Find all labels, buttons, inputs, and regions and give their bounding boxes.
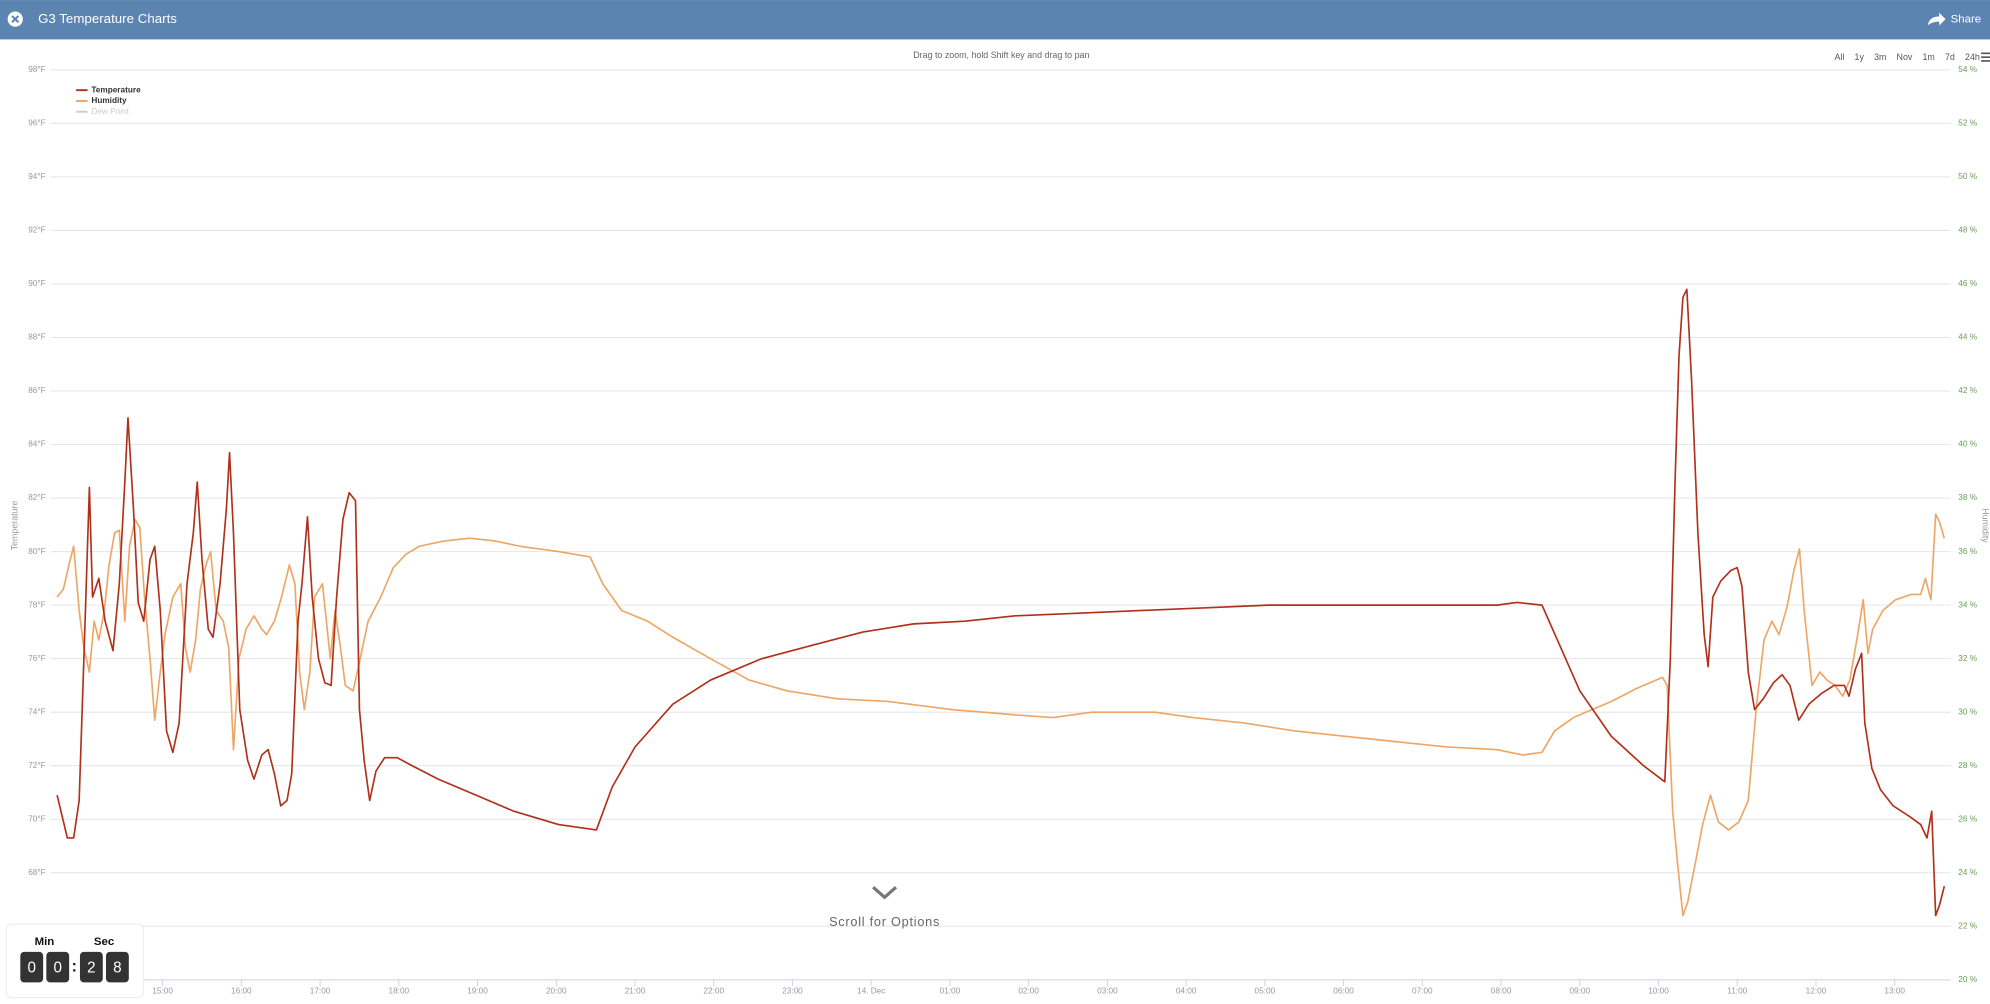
series-line (56, 288, 1946, 917)
timer: Min Sec : 0 0 2 8 (5, 923, 145, 999)
x-tick-label: 19:00 (467, 986, 488, 995)
scroll-text[interactable]: Scroll for Options (829, 915, 940, 929)
x-tick-label: 02:00 (1018, 986, 1039, 995)
y-tick-label: 94°F (28, 172, 45, 181)
chart-subtitle: Drag to zoom, hold Shift key and drag to… (913, 50, 1089, 60)
y-tick-label: 98°F (28, 65, 45, 74)
y-tick-label: 86°F (28, 386, 45, 395)
y2-tick-label: 26 % (1958, 814, 1977, 823)
y-tick-label: 80°F (28, 547, 45, 556)
y2-tick-label: 54 % (1958, 65, 1977, 74)
y-axis-title: Temperature (10, 501, 20, 551)
timer-digit: 2 (87, 959, 95, 976)
range-button[interactable]: 24h (1965, 52, 1980, 62)
timer-digit: 0 (54, 959, 62, 976)
y-tick-label: 74°F (28, 707, 45, 716)
x-tick-label: 08:00 (1491, 986, 1512, 995)
range-button[interactable]: 1y (1855, 52, 1865, 62)
y-tick-label: 82°F (28, 493, 45, 502)
y2-tick-label: 44 % (1958, 333, 1977, 342)
x-tick-label: 23:00 (782, 986, 803, 995)
y2-tick-label: 50 % (1958, 172, 1977, 181)
y2-tick-label: 24 % (1958, 868, 1977, 877)
y2-tick-label: 20 % (1958, 975, 1977, 984)
y-tick-label: 84°F (28, 440, 45, 449)
x-tick-label: 14. Dec (857, 986, 885, 995)
menu-icon[interactable] (1981, 52, 1990, 62)
y2-tick-label: 28 % (1958, 761, 1977, 770)
timer-min-label: Min (35, 936, 55, 948)
timer-colon: : (71, 957, 77, 975)
x-tick-label: 06:00 (1333, 986, 1354, 995)
timer-digit-box (20, 951, 44, 983)
y-tick-label: 96°F (28, 119, 45, 128)
y-tick-label: 88°F (28, 333, 45, 342)
x-tick-label: 09:00 (1569, 986, 1590, 995)
range-button[interactable]: All (1835, 52, 1845, 62)
x-tick-label: 07:00 (1412, 986, 1433, 995)
x-tick-label: 20:00 (546, 986, 567, 995)
y-tick-label: 78°F (28, 600, 45, 609)
x-tick-label: 16:00 (231, 986, 252, 995)
share-icon[interactable] (1927, 12, 1946, 26)
x-tick-label: 18:00 (389, 986, 410, 995)
y2-tick-label: 38 % (1958, 493, 1977, 502)
x-tick-label: 22:00 (703, 986, 724, 995)
timer-digit-box (79, 951, 103, 983)
y2-tick-label: 34 % (1958, 600, 1977, 609)
y2-tick-label: 32 % (1958, 654, 1977, 663)
share-button[interactable]: Share (1951, 14, 1981, 26)
x-tick-label: 11:00 (1727, 986, 1747, 995)
close-button[interactable] (7, 11, 23, 27)
x-tick-label: 01:00 (940, 986, 961, 995)
y-tick-label: 92°F (28, 226, 45, 235)
y2-axis-title: Humidity (1981, 508, 1990, 543)
x-tick-label: 13:00 (1884, 986, 1905, 995)
x-tick-label: 04:00 (1176, 986, 1197, 995)
range-button[interactable]: 7d (1945, 52, 1955, 62)
header-bar (0, 0, 1990, 40)
y2-tick-label: 40 % (1958, 440, 1977, 449)
y-tick-label: 70°F (28, 814, 45, 823)
x-tick-label: 03:00 (1097, 986, 1118, 995)
y2-tick-label: 22 % (1958, 921, 1977, 930)
range-button[interactable]: 3m (1874, 52, 1886, 62)
range-button[interactable]: Nov (1897, 52, 1913, 62)
y2-tick-label: 52 % (1958, 119, 1977, 128)
scroll-chevron[interactable] (872, 885, 898, 900)
y2-tick-label: 36 % (1958, 547, 1977, 556)
legend-label[interactable]: Temperature (91, 85, 141, 94)
y-tick-label: 68°F (28, 868, 45, 877)
legend-label[interactable]: Dew Point (91, 107, 129, 116)
y-tick-label: 72°F (28, 761, 45, 770)
x-tick-label: 10:00 (1648, 986, 1669, 995)
y2-tick-label: 42 % (1958, 386, 1977, 395)
y-tick-label: 90°F (28, 279, 45, 288)
series-line (56, 513, 1946, 917)
y2-tick-label: 30 % (1958, 707, 1977, 716)
header-title: G3 Temperature Charts (38, 11, 177, 26)
y-tick-label: 76°F (28, 654, 45, 663)
x-tick-label: 12:00 (1806, 986, 1827, 995)
range-button[interactable]: 1m (1923, 52, 1935, 62)
scroll-hint[interactable]: Scroll for Options (829, 885, 940, 929)
timer-sec-label: Sec (94, 936, 115, 948)
timer-digit: 8 (113, 959, 121, 976)
x-tick-label: 05:00 (1255, 986, 1276, 995)
timer-digit-box (105, 951, 129, 983)
timer-digit: 0 (27, 959, 35, 976)
x-tick-label: 17:00 (310, 986, 331, 995)
timer-digit-box (46, 951, 70, 983)
x-tick-label: 21:00 (625, 986, 646, 995)
y2-tick-label: 46 % (1958, 279, 1977, 288)
legend-label[interactable]: Humidity (91, 96, 127, 105)
x-tick-label: 15:00 (152, 986, 173, 995)
y2-tick-label: 48 % (1958, 226, 1977, 235)
